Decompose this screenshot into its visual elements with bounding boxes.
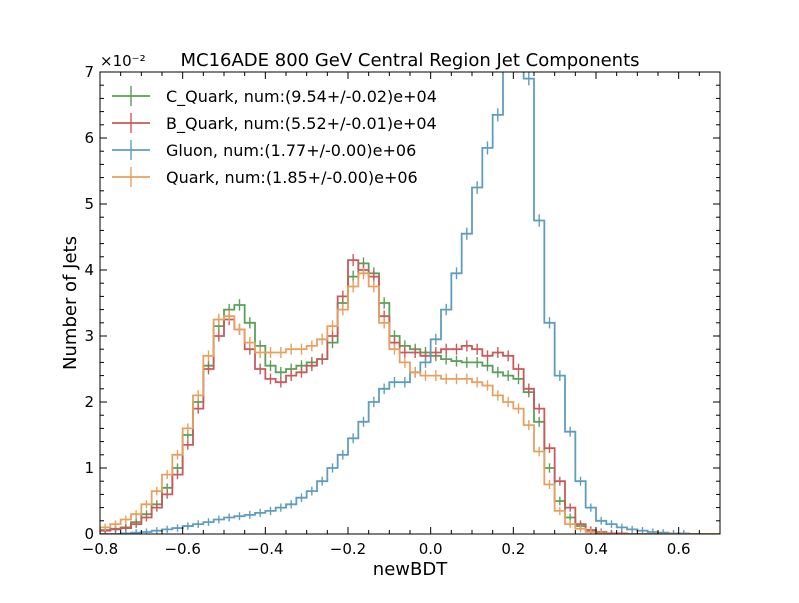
x-tick-label: −0.6 <box>164 540 200 558</box>
x-tick-label: −0.2 <box>330 540 366 558</box>
legend-item: Gluon, num:(1.77+/-0.00)e+06 <box>112 140 416 160</box>
legend: C_Quark, num:(9.54+/-0.02)e+04 B_Quark, n… <box>112 86 437 187</box>
x-tick-label: −0.4 <box>247 540 283 558</box>
series-3 <box>100 267 720 534</box>
series-layer <box>100 72 720 534</box>
y-tick-label: 7 <box>84 63 94 81</box>
legend-item: Quark, num:(1.85+/-0.00)e+06 <box>112 167 418 187</box>
y-axis-label: Number of Jets <box>60 236 81 370</box>
y-tick-label: 2 <box>84 393 94 411</box>
y-tick-label: 6 <box>84 129 94 147</box>
legend-item: B_Quark, num:(5.52+/-0.01)e+04 <box>112 113 437 134</box>
y-tick-label: 1 <box>84 459 94 477</box>
y-tick-label: 5 <box>84 195 94 213</box>
legend-item: C_Quark, num:(9.54+/-0.02)e+04 <box>112 86 437 107</box>
ticks-layer <box>99 71 720 535</box>
x-tick-label: 0.6 <box>667 540 691 558</box>
x-tick-label: 0.0 <box>419 540 443 558</box>
y-tick-label: 4 <box>84 261 94 279</box>
x-tick-label: 0.4 <box>584 540 608 558</box>
legend-label: B_Quark, num:(5.52+/-0.01)e+04 <box>166 114 437 134</box>
legend-label: C_Quark, num:(9.54+/-0.02)e+04 <box>166 87 437 107</box>
legend-label: Quark, num:(1.85+/-0.00)e+06 <box>166 168 418 187</box>
x-tick-label: −0.8 <box>82 540 118 558</box>
y-offset-text: ×10⁻² <box>100 52 146 70</box>
x-axis-label: newBDT <box>373 559 448 580</box>
chart-title: MC16ADE 800 GeV Central Region Jet Compo… <box>180 50 639 71</box>
y-tick-label: 0 <box>84 525 94 543</box>
series-2 <box>100 72 720 534</box>
series-step-line <box>100 272 720 534</box>
legend-label: Gluon, num:(1.77+/-0.00)e+06 <box>166 141 416 160</box>
tick-labels-layer: −0.8 −0.6 −0.4 −0.2 0.0 0.2 0.4 0.6 0 1 2 3 4 5 6 7 <box>82 63 691 558</box>
y-tick-label: 3 <box>84 327 94 345</box>
x-tick-label: 0.2 <box>501 540 525 558</box>
